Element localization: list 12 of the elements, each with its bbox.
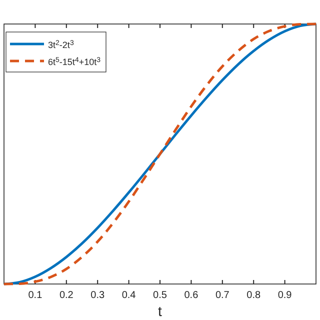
x-tick-label: 0.1	[28, 290, 43, 301]
x-tick-label: 0.5	[153, 290, 168, 301]
x-tick-label: 0.2	[59, 290, 74, 301]
x-tick-label: 0.8	[246, 290, 261, 301]
legend-label: 6t$^{5}$-15t$^{4}$+10t$^{3}$	[48, 56, 101, 67]
x-tick-label: 0.3	[90, 290, 105, 301]
x-tick-label: 0.6	[184, 290, 199, 301]
x-tick-label: 0.9	[278, 290, 292, 301]
x-tick-label: 0.7	[215, 290, 230, 301]
legend-label: 3t$^{2}$-2t$^{3}$	[48, 40, 74, 50]
x-axis-title: t	[158, 303, 162, 319]
x-tick-label: 0.4	[122, 290, 136, 301]
